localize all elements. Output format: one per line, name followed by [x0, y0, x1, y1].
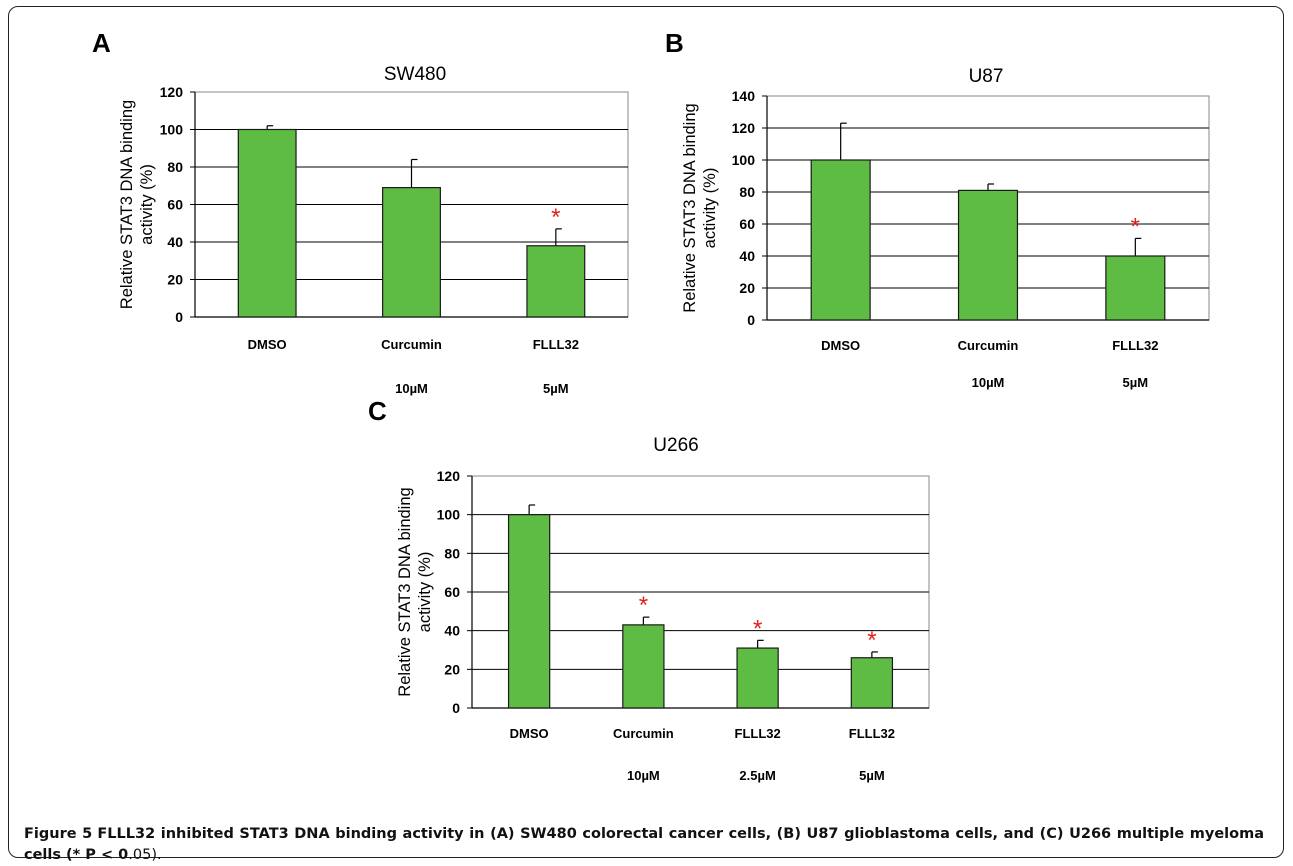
figure-label: Figure 5 — [24, 826, 93, 842]
u87-significance-star: * — [1131, 213, 1140, 240]
sw480-dose-label: 5µM — [543, 381, 569, 396]
u266-significance-star: * — [753, 615, 762, 642]
u266-category-label: FLLL32 — [735, 726, 781, 741]
bar-chart-u266: 0 20 40 60 80 100 120 Relative STAT3 DNA bindin… — [396, 468, 930, 783]
sw480-y-axis-label: Relative STAT3 DNA binding — [118, 100, 136, 309]
sw480-significance-star: * — [551, 204, 560, 231]
u266-y-tick-label: 20 — [444, 661, 460, 677]
sw480-y-tick-label: 40 — [167, 234, 183, 250]
caption-text: FLLL32 inhibited STAT3 DNA binding activ… — [24, 826, 1264, 863]
u87-category-label: Curcumin — [958, 338, 1019, 353]
sw480-y-tick-label: 80 — [167, 159, 183, 175]
panel-a: A SW480 0 20 40 60 80 100 120 Relative STAT3 DN… — [0, 0, 650, 400]
panel-label-b: B — [665, 28, 684, 58]
sw480-bar-flll32 — [526, 245, 586, 318]
u87-y-axis-label: Relative STAT3 DNA binding — [681, 103, 699, 312]
u266-y-tick-label: 60 — [444, 584, 460, 600]
bar-chart-sw480: 0 20 40 60 80 100 120 Relative STAT3 DNA bindin… — [118, 84, 629, 396]
sw480-dose-label: 10µM — [395, 381, 428, 396]
panel-label-c: C — [368, 396, 387, 426]
u87-y-tick-label: 40 — [739, 248, 755, 264]
sw480-category-label: FLLL32 — [533, 337, 579, 352]
bar-chart-u87: 0 20 40 60 80 100 120 140 Relative STAT3 DNA bin… — [681, 88, 1210, 390]
chart-title-sw480: SW480 — [383, 64, 447, 85]
sw480-category-label: DMSO — [248, 337, 287, 352]
sw480-y-tick-label: 60 — [167, 197, 183, 213]
caption-tail: .05). — [128, 847, 162, 863]
sw480-y-tick-label: 20 — [167, 272, 183, 288]
u266-significance-star: * — [867, 627, 876, 654]
u87-category-label: DMSO — [821, 338, 860, 353]
u266-bar-dmso — [507, 514, 551, 709]
sw480-y-tick-label: 0 — [175, 309, 183, 325]
u87-y-tick-label: 140 — [732, 88, 756, 104]
u266-dose-label: 5µM — [859, 768, 885, 783]
figure-frame — [8, 6, 1284, 858]
u87-y-axis-label-2: activity (%) — [701, 168, 719, 249]
u266-y-tick-label: 120 — [437, 468, 461, 484]
sw480-bar-curcumin — [382, 187, 441, 318]
u266-bar-flll32 — [736, 647, 779, 709]
u266-y-axis-label-2: activity (%) — [416, 552, 434, 633]
u266-category-label: DMSO — [510, 726, 549, 741]
u87-bar-curcumin — [957, 189, 1019, 321]
u266-y-tick-label: 40 — [444, 623, 460, 639]
u87-y-tick-label: 60 — [739, 216, 755, 232]
u266-significance-star: * — [639, 592, 648, 619]
u266-y-tick-label: 80 — [444, 545, 460, 561]
u87-y-tick-label: 100 — [732, 152, 756, 168]
u266-bar-curcumin — [622, 624, 665, 709]
u266-category-label: Curcumin — [613, 726, 674, 741]
u266-y-axis-label: Relative STAT3 DNA binding — [396, 487, 414, 696]
sw480-y-tick-label: 100 — [160, 122, 184, 138]
u87-bar-flll32 — [1105, 255, 1166, 321]
panel-label-a: A — [92, 28, 111, 58]
u266-dose-label: 2.5µM — [739, 768, 775, 783]
figure-caption: Figure 5 FLLL32 inhibited STAT3 DNA bind… — [24, 824, 1264, 866]
sw480-y-axis-label-2: activity (%) — [138, 164, 156, 245]
sw480-bar-dmso — [237, 128, 297, 318]
u266-y-tick-label: 0 — [452, 700, 460, 716]
sw480-category-label: Curcumin — [381, 337, 442, 352]
u266-y-tick-label: 100 — [437, 507, 461, 523]
u266-category-label: FLLL32 — [849, 726, 895, 741]
panel-c: C U266 0 20 40 60 80 100 120 Relative STAT3 DNA… — [0, 396, 1293, 820]
u87-y-tick-label: 120 — [732, 120, 756, 136]
u87-y-tick-label: 80 — [739, 184, 755, 200]
panel-b: B U87 0 20 40 60 80 100 120 140 Relative STAT3 D… — [0, 0, 1293, 400]
sw480-y-tick-label: 120 — [160, 84, 184, 100]
u266-dose-label: 10µM — [627, 768, 660, 783]
u87-dose-label: 10µM — [972, 375, 1005, 390]
chart-title-u266: U266 — [653, 435, 699, 456]
u87-category-label: FLLL32 — [1112, 338, 1158, 353]
u266-bar-flll32 — [850, 657, 894, 709]
u87-y-tick-label: 0 — [747, 312, 755, 328]
chart-title-u87: U87 — [968, 66, 1004, 87]
u87-y-tick-label: 20 — [739, 280, 755, 296]
u87-bar-dmso — [810, 159, 871, 321]
u87-dose-label: 5µM — [1123, 375, 1149, 390]
